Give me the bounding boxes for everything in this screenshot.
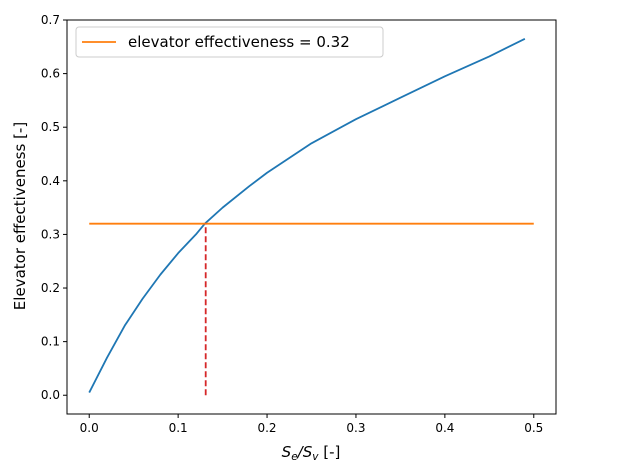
- y-tick-label: 0.4: [41, 174, 60, 188]
- y-tick-label: 0.7: [41, 13, 60, 27]
- y-tick-label: 0.6: [41, 67, 60, 81]
- y-tick-label: 0.2: [41, 281, 60, 295]
- y-tick-label: 0.3: [41, 227, 60, 241]
- x-tick-label: 0.4: [435, 421, 454, 435]
- x-label-unit: [-]: [318, 443, 340, 461]
- y-tick-label: 0.0: [41, 388, 60, 402]
- x-tick-label: 0.2: [257, 421, 276, 435]
- x-label-main: S: [282, 443, 292, 461]
- x-label-sub2: v: [312, 451, 319, 463]
- y-axis-label: Elevator effectiveness [-]: [11, 122, 29, 310]
- x-axis-label: Se/Sv [-]: [282, 443, 341, 463]
- axes-frame: [66, 19, 557, 415]
- y-tick-label: 0.5: [41, 120, 60, 134]
- axes-spines: [66, 19, 557, 415]
- x-label-sep: /S: [296, 443, 313, 461]
- y-tick-label: 0.1: [41, 335, 60, 349]
- x-tick-label: 0.3: [346, 421, 365, 435]
- legend-box: [75, 26, 384, 58]
- plot-area: [88, 37, 534, 396]
- x-label-sub1: e: [291, 451, 297, 463]
- x-tick-label: 0.5: [524, 421, 543, 435]
- series-line-0: [88, 37, 526, 393]
- x-tick-label: 0.1: [169, 421, 188, 435]
- y-axis: 0.0 0.1 0.2 0.3 0.4 0.5 0.6 0.7: [41, 13, 67, 402]
- legend: elevator effectiveness = 0.32: [75, 26, 384, 58]
- legend-label: elevator effectiveness = 0.32: [128, 33, 350, 51]
- x-tick-label: 0.0: [80, 421, 99, 435]
- x-axis: 0.0 0.1 0.2 0.3 0.4 0.5: [80, 414, 543, 435]
